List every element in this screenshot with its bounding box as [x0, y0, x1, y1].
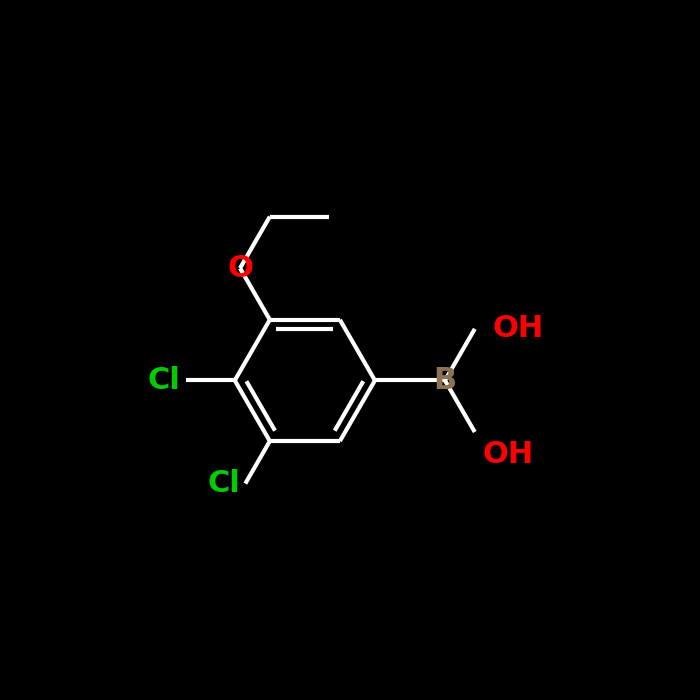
Text: B: B — [433, 366, 456, 395]
Text: O: O — [227, 253, 253, 283]
Text: OH: OH — [483, 440, 534, 469]
Text: Cl: Cl — [207, 469, 240, 498]
Text: Cl: Cl — [148, 366, 181, 395]
Text: OH: OH — [492, 314, 543, 344]
